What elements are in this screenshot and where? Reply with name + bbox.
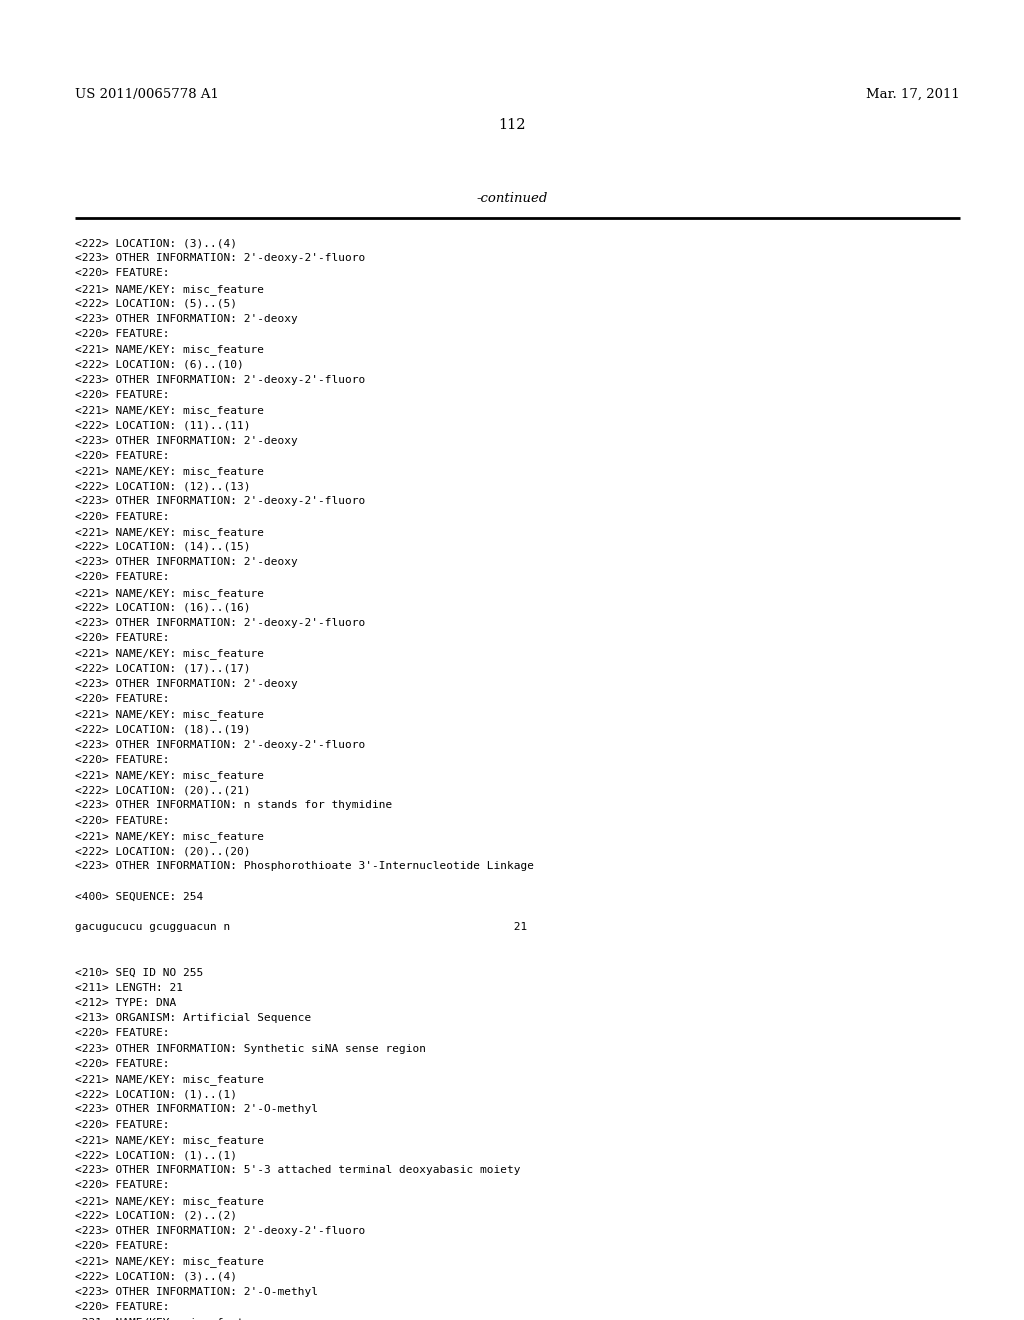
Text: <222> LOCATION: (5)..(5): <222> LOCATION: (5)..(5) xyxy=(75,298,237,309)
Text: <222> LOCATION: (12)..(13): <222> LOCATION: (12)..(13) xyxy=(75,482,251,491)
Text: <220> FEATURE:: <220> FEATURE: xyxy=(75,1119,170,1130)
Text: <220> FEATURE:: <220> FEATURE: xyxy=(75,389,170,400)
Text: <220> FEATURE:: <220> FEATURE: xyxy=(75,451,170,461)
Text: <222> LOCATION: (16)..(16): <222> LOCATION: (16)..(16) xyxy=(75,603,251,612)
Text: <223> OTHER INFORMATION: 2'-deoxy-2'-fluoro: <223> OTHER INFORMATION: 2'-deoxy-2'-flu… xyxy=(75,739,366,750)
Text: <222> LOCATION: (18)..(19): <222> LOCATION: (18)..(19) xyxy=(75,725,251,734)
Text: <221> NAME/KEY: misc_feature: <221> NAME/KEY: misc_feature xyxy=(75,709,264,721)
Text: <220> FEATURE:: <220> FEATURE: xyxy=(75,512,170,521)
Text: <221> NAME/KEY: misc_feature: <221> NAME/KEY: misc_feature xyxy=(75,466,264,477)
Text: <223> OTHER INFORMATION: 5'-3 attached terminal deoxyabasic moiety: <223> OTHER INFORMATION: 5'-3 attached t… xyxy=(75,1166,520,1175)
Text: <220> FEATURE:: <220> FEATURE: xyxy=(75,1241,170,1251)
Text: <223> OTHER INFORMATION: 2'-deoxy: <223> OTHER INFORMATION: 2'-deoxy xyxy=(75,678,298,689)
Text: 112: 112 xyxy=(499,117,525,132)
Text: <222> LOCATION: (3)..(4): <222> LOCATION: (3)..(4) xyxy=(75,1271,237,1282)
Text: <213> ORGANISM: Artificial Sequence: <213> ORGANISM: Artificial Sequence xyxy=(75,1014,311,1023)
Text: <222> LOCATION: (2)..(2): <222> LOCATION: (2)..(2) xyxy=(75,1210,237,1221)
Text: <223> OTHER INFORMATION: Synthetic siNA sense region: <223> OTHER INFORMATION: Synthetic siNA … xyxy=(75,1044,426,1053)
Text: <220> FEATURE:: <220> FEATURE: xyxy=(75,1028,170,1039)
Text: <222> LOCATION: (6)..(10): <222> LOCATION: (6)..(10) xyxy=(75,359,244,370)
Text: <220> FEATURE:: <220> FEATURE: xyxy=(75,755,170,764)
Text: <223> OTHER INFORMATION: Phosphorothioate 3'-Internucleotide Linkage: <223> OTHER INFORMATION: Phosphorothioat… xyxy=(75,861,534,871)
Text: <223> OTHER INFORMATION: 2'-deoxy: <223> OTHER INFORMATION: 2'-deoxy xyxy=(75,436,298,446)
Text: <222> LOCATION: (1)..(1): <222> LOCATION: (1)..(1) xyxy=(75,1089,237,1100)
Text: <221> NAME/KEY: misc_feature: <221> NAME/KEY: misc_feature xyxy=(75,405,264,416)
Text: <400> SEQUENCE: 254: <400> SEQUENCE: 254 xyxy=(75,891,203,902)
Text: US 2011/0065778 A1: US 2011/0065778 A1 xyxy=(75,88,219,102)
Text: -continued: -continued xyxy=(476,191,548,205)
Text: <220> FEATURE:: <220> FEATURE: xyxy=(75,816,170,825)
Text: <220> FEATURE:: <220> FEATURE: xyxy=(75,573,170,582)
Text: <222> LOCATION: (20)..(21): <222> LOCATION: (20)..(21) xyxy=(75,785,251,795)
Text: <223> OTHER INFORMATION: 2'-deoxy-2'-fluoro: <223> OTHER INFORMATION: 2'-deoxy-2'-flu… xyxy=(75,375,366,385)
Text: <211> LENGTH: 21: <211> LENGTH: 21 xyxy=(75,983,183,993)
Text: <223> OTHER INFORMATION: 2'-O-methyl: <223> OTHER INFORMATION: 2'-O-methyl xyxy=(75,1105,318,1114)
Text: <222> LOCATION: (3)..(4): <222> LOCATION: (3)..(4) xyxy=(75,238,237,248)
Text: <220> FEATURE:: <220> FEATURE: xyxy=(75,1302,170,1312)
Text: <210> SEQ ID NO 255: <210> SEQ ID NO 255 xyxy=(75,968,203,978)
Text: <222> LOCATION: (17)..(17): <222> LOCATION: (17)..(17) xyxy=(75,664,251,673)
Text: <223> OTHER INFORMATION: 2'-deoxy: <223> OTHER INFORMATION: 2'-deoxy xyxy=(75,557,298,568)
Text: <223> OTHER INFORMATION: 2'-deoxy-2'-fluoro: <223> OTHER INFORMATION: 2'-deoxy-2'-flu… xyxy=(75,253,366,263)
Text: <221> NAME/KEY: misc_feature: <221> NAME/KEY: misc_feature xyxy=(75,587,264,598)
Text: <220> FEATURE:: <220> FEATURE: xyxy=(75,329,170,339)
Text: <220> FEATURE:: <220> FEATURE: xyxy=(75,268,170,279)
Text: <220> FEATURE:: <220> FEATURE: xyxy=(75,634,170,643)
Text: <221> NAME/KEY: misc_feature: <221> NAME/KEY: misc_feature xyxy=(75,648,264,659)
Text: <221> NAME/KEY: misc_feature: <221> NAME/KEY: misc_feature xyxy=(75,345,264,355)
Text: <221> NAME/KEY: misc_feature: <221> NAME/KEY: misc_feature xyxy=(75,830,264,842)
Text: <221> NAME/KEY: misc_feature: <221> NAME/KEY: misc_feature xyxy=(75,770,264,781)
Text: gacugucucu gcugguacun n                                          21: gacugucucu gcugguacun n 21 xyxy=(75,921,527,932)
Text: <223> OTHER INFORMATION: n stands for thymidine: <223> OTHER INFORMATION: n stands for th… xyxy=(75,800,392,810)
Text: <220> FEATURE:: <220> FEATURE: xyxy=(75,1059,170,1069)
Text: <221> NAME/KEY: misc_feature: <221> NAME/KEY: misc_feature xyxy=(75,1074,264,1085)
Text: <222> LOCATION: (1)..(1): <222> LOCATION: (1)..(1) xyxy=(75,1150,237,1160)
Text: <223> OTHER INFORMATION: 2'-O-methyl: <223> OTHER INFORMATION: 2'-O-methyl xyxy=(75,1287,318,1296)
Text: <221> NAME/KEY: misc_feature: <221> NAME/KEY: misc_feature xyxy=(75,1317,264,1320)
Text: <223> OTHER INFORMATION: 2'-deoxy: <223> OTHER INFORMATION: 2'-deoxy xyxy=(75,314,298,323)
Text: <223> OTHER INFORMATION: 2'-deoxy-2'-fluoro: <223> OTHER INFORMATION: 2'-deoxy-2'-flu… xyxy=(75,1226,366,1236)
Text: <221> NAME/KEY: misc_feature: <221> NAME/KEY: misc_feature xyxy=(75,1257,264,1267)
Text: <222> LOCATION: (11)..(11): <222> LOCATION: (11)..(11) xyxy=(75,420,251,430)
Text: <221> NAME/KEY: misc_feature: <221> NAME/KEY: misc_feature xyxy=(75,1196,264,1206)
Text: <221> NAME/KEY: misc_feature: <221> NAME/KEY: misc_feature xyxy=(75,284,264,294)
Text: <212> TYPE: DNA: <212> TYPE: DNA xyxy=(75,998,176,1008)
Text: <222> LOCATION: (14)..(15): <222> LOCATION: (14)..(15) xyxy=(75,543,251,552)
Text: Mar. 17, 2011: Mar. 17, 2011 xyxy=(866,88,961,102)
Text: <222> LOCATION: (20)..(20): <222> LOCATION: (20)..(20) xyxy=(75,846,251,855)
Text: <220> FEATURE:: <220> FEATURE: xyxy=(75,694,170,704)
Text: <220> FEATURE:: <220> FEATURE: xyxy=(75,1180,170,1191)
Text: <221> NAME/KEY: misc_feature: <221> NAME/KEY: misc_feature xyxy=(75,1135,264,1146)
Text: <223> OTHER INFORMATION: 2'-deoxy-2'-fluoro: <223> OTHER INFORMATION: 2'-deoxy-2'-flu… xyxy=(75,618,366,628)
Text: <221> NAME/KEY: misc_feature: <221> NAME/KEY: misc_feature xyxy=(75,527,264,537)
Text: <223> OTHER INFORMATION: 2'-deoxy-2'-fluoro: <223> OTHER INFORMATION: 2'-deoxy-2'-flu… xyxy=(75,496,366,507)
